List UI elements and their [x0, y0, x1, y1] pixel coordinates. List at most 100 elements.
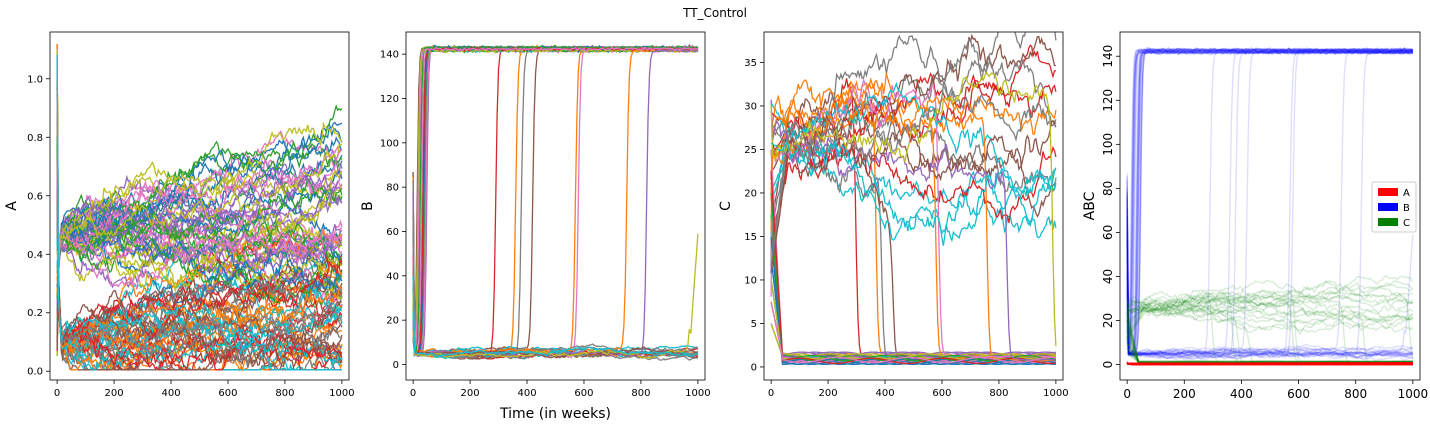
- axes-4: 0 200 400 600 800 1000 0 20 40 60 80 100 120 140 ABC: [1082, 31, 1428, 401]
- series-line-a: [1126, 362, 1413, 366]
- series-line-a: [1126, 362, 1413, 365]
- series-line-a: [1126, 362, 1413, 366]
- series-line: [412, 47, 699, 357]
- series-line-b: [1126, 49, 1414, 355]
- series-line-c: [1126, 291, 1414, 309]
- series-line: [770, 32, 1057, 266]
- series-line: [56, 170, 343, 264]
- series-line: [412, 47, 698, 352]
- series-line-a: [1126, 361, 1413, 366]
- series-line: [412, 47, 699, 357]
- series-line: [56, 83, 343, 350]
- series-line: [412, 47, 698, 354]
- x-tick-label: 200: [461, 388, 480, 399]
- series-line-b: [1126, 46, 1414, 355]
- series-line-a: [1127, 362, 1413, 365]
- series-line-a: [1126, 362, 1413, 366]
- legend-swatch-a: [1378, 188, 1398, 196]
- series-line-a: [1126, 362, 1413, 366]
- series-line: [412, 47, 698, 355]
- series-line-b: [1126, 48, 1414, 358]
- series-line-b: [1126, 47, 1413, 353]
- y-tick-label: 20: [744, 188, 757, 199]
- series-line: [412, 199, 699, 359]
- legend-swatch-b: [1378, 203, 1398, 211]
- series-line: [412, 283, 698, 360]
- y-tick-label: 30: [744, 101, 757, 112]
- y-tick-label: 80: [386, 183, 399, 194]
- y-tick-label: 0: [751, 362, 757, 373]
- y-tick-label: 140: [380, 50, 399, 61]
- series-line-a: [1126, 361, 1413, 365]
- y-tick-label: 80: [1101, 181, 1115, 196]
- series-line-c: [1126, 331, 1413, 364]
- series-line: [412, 44, 699, 358]
- series-line: [412, 48, 698, 358]
- series-line-a: [1126, 361, 1413, 366]
- x-axis-label: Time (in weeks): [499, 406, 611, 422]
- series-line-b: [1126, 50, 1414, 356]
- series-line: [770, 171, 1057, 364]
- series-line-b: [1126, 215, 1414, 360]
- series-line-a: [1126, 362, 1413, 365]
- series-line-c: [1126, 282, 1413, 342]
- series-line-c: [1126, 293, 1414, 332]
- series-line-b: [1126, 49, 1414, 357]
- series-line-b: [1126, 49, 1414, 357]
- series-line-b: [1126, 49, 1413, 356]
- series-line-a: [1126, 362, 1413, 365]
- series-line: [412, 46, 699, 344]
- series-line-b: [1126, 48, 1414, 356]
- series-line-c: [1126, 353, 1413, 365]
- x-tick-label: 1000: [1043, 388, 1068, 399]
- series-line: [770, 44, 1056, 273]
- x-tick-label: 800: [275, 388, 294, 399]
- series-line: [56, 85, 343, 267]
- y-tick-label: 40: [1101, 269, 1115, 284]
- series-line: [770, 279, 1056, 362]
- series-line-a: [1126, 362, 1413, 366]
- y-tick-label: 40: [386, 271, 399, 282]
- series-line-a: [1126, 362, 1413, 365]
- series-line-b: [1126, 46, 1414, 349]
- series-line: [770, 192, 1056, 362]
- series-line: [412, 47, 699, 355]
- series-line-a: [1126, 362, 1413, 366]
- series-line-a: [1127, 363, 1413, 366]
- series-line-a: [1126, 362, 1413, 366]
- series-line-b: [1126, 46, 1413, 355]
- series-line: [770, 214, 1057, 362]
- series-line: [56, 78, 343, 273]
- series-line-c: [1126, 289, 1414, 338]
- series-line-b: [1126, 234, 1414, 359]
- series-line-a: [1127, 362, 1413, 365]
- series-line: [770, 171, 1056, 365]
- series-line-b: [1126, 287, 1414, 359]
- series-line-c: [1126, 342, 1413, 364]
- series-line: [412, 214, 699, 360]
- y-axis-label: ABC: [1082, 191, 1098, 220]
- series-line-b: [1126, 46, 1414, 354]
- series-line-c: [1126, 342, 1413, 364]
- series-line-c: [1126, 336, 1413, 365]
- series-line-c: [1126, 342, 1413, 365]
- series-line-c: [1126, 309, 1413, 364]
- x-tick-label: 200: [1173, 387, 1196, 401]
- series-line-a: [1126, 362, 1413, 366]
- legend-swatch-c: [1378, 218, 1398, 226]
- y-tick-label: 60: [386, 227, 399, 238]
- series-line: [412, 47, 698, 359]
- series-line-a: [1126, 361, 1413, 366]
- series-line-a: [1126, 362, 1413, 365]
- y-tick-label: 0.8: [27, 133, 43, 144]
- series-line-a: [1126, 362, 1413, 366]
- series-line-c: [1127, 306, 1414, 336]
- series-line: [770, 149, 1057, 364]
- series-line-c: [1126, 293, 1414, 329]
- series-line-c: [1126, 320, 1413, 363]
- x-tick-label: 600: [218, 388, 237, 399]
- series-line: [770, 99, 1056, 361]
- series-line: [412, 47, 698, 351]
- series-line-c: [1126, 309, 1413, 365]
- series-line: [412, 46, 699, 352]
